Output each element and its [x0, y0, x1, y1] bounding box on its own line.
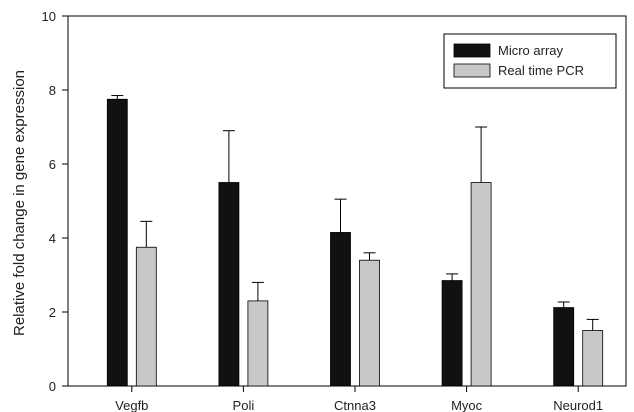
y-tick-label: 6: [49, 157, 56, 172]
bar-real-time-pcr-myoc: [470, 182, 492, 387]
bar-micro-array-myoc: [441, 280, 463, 387]
bar-micro-array-vegfb: [106, 98, 128, 387]
y-axis-title: Relative fold change in gene expression: [11, 70, 28, 336]
y-tick-label: 0: [49, 379, 56, 394]
bar-real-time-pcr-ctnna3: [359, 259, 380, 387]
x-tick-label: Ctnna3: [334, 398, 376, 412]
x-tick-label: Poli: [233, 398, 255, 412]
legend-swatch: [453, 63, 491, 78]
y-tick-label: 10: [42, 9, 56, 24]
x-tick-label: Neurod1: [553, 398, 603, 412]
bar-real-time-pcr-vegfb: [135, 246, 157, 387]
bar-real-time-pcr-poli: [247, 300, 269, 387]
bar-micro-array-ctnna3: [330, 232, 351, 387]
y-tick-label: 8: [49, 83, 56, 98]
x-tick-label: Myoc: [451, 398, 483, 412]
bar-micro-array-poli: [218, 182, 240, 387]
bar-micro-array-neurod1: [553, 307, 575, 387]
y-tick-label: 2: [49, 305, 56, 320]
legend-swatch: [453, 43, 491, 58]
plot-area: 0 2 4 6 8 10 Vegfb Poli Ctnna3 Myoc Neurod1: [42, 9, 627, 412]
bar-real-time-pcr-neurod1: [582, 330, 604, 387]
x-tick-label: Vegfb: [115, 398, 148, 412]
legend: Micro array Real time PCR: [443, 33, 617, 89]
y-tick-label: 4: [49, 231, 56, 246]
legend-label: Micro array: [498, 43, 564, 58]
legend-label: Real time PCR: [498, 63, 584, 78]
legend-box: [443, 33, 617, 89]
